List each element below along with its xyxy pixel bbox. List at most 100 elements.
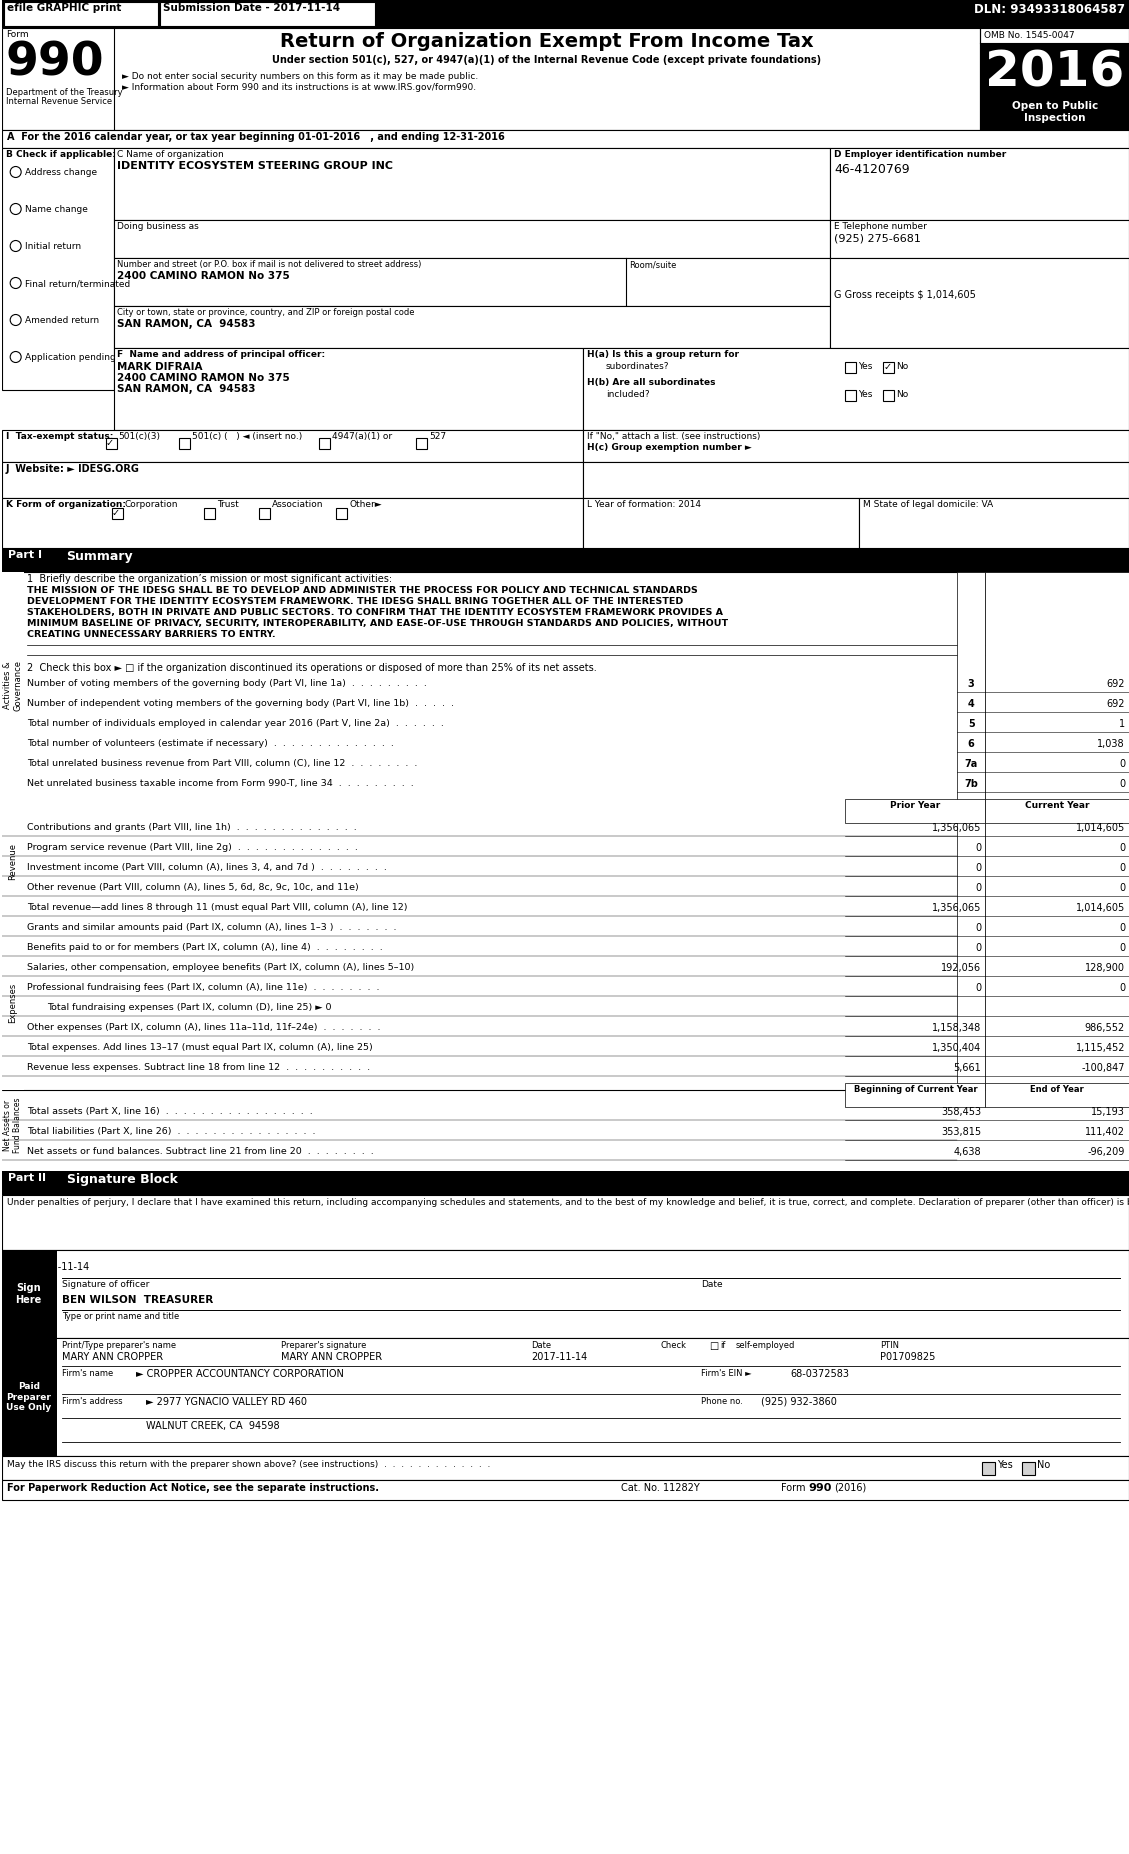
Text: Number of voting members of the governing body (Part VI, line 1a)  .  .  .  .  .: Number of voting members of the governin…	[27, 679, 427, 688]
Text: THE MISSION OF THE IDESG SHALL BE TO DEVELOP AND ADMINISTER THE PROCESS FOR POLI: THE MISSION OF THE IDESG SHALL BE TO DEV…	[27, 586, 698, 595]
Text: 1,356,065: 1,356,065	[931, 903, 981, 912]
Text: 692: 692	[1106, 699, 1124, 708]
Bar	[583, 430, 1129, 462]
Bar	[204, 508, 216, 519]
Bar	[986, 799, 1129, 823]
Text: Preparer's signature: Preparer's signature	[281, 1340, 367, 1350]
Bar	[180, 438, 191, 449]
Text: 5: 5	[968, 719, 974, 729]
Text: Prior Year: Prior Year	[890, 801, 940, 810]
Text: Type or print name and title: Type or print name and title	[62, 1313, 178, 1322]
Text: Room/suite: Room/suite	[629, 260, 676, 269]
Text: 501(c) (   ) ◄ (insert no.): 501(c) ( ) ◄ (insert no.)	[192, 432, 303, 441]
Text: 0: 0	[1119, 983, 1124, 994]
Bar	[846, 1083, 986, 1107]
Text: 2017-11-14: 2017-11-14	[34, 1263, 89, 1272]
Text: Benefits paid to or for members (Part IX, column (A), line 4)  .  .  .  .  .  . : Benefits paid to or for members (Part IX…	[27, 944, 383, 951]
Bar	[2, 573, 1129, 1090]
Text: 3: 3	[968, 679, 974, 690]
Text: P01709825: P01709825	[881, 1352, 936, 1363]
Text: I  Tax-exempt status:: I Tax-exempt status:	[6, 432, 113, 441]
Bar	[583, 462, 1129, 499]
Bar	[986, 573, 1129, 1090]
Text: Firm's address: Firm's address	[62, 1398, 122, 1405]
Bar	[160, 2, 375, 26]
Bar	[260, 508, 270, 519]
Text: G Gross receipts $ 1,014,605: G Gross receipts $ 1,014,605	[834, 289, 977, 300]
Text: 0: 0	[975, 923, 981, 933]
Bar	[831, 258, 1129, 349]
Text: No: No	[1038, 1459, 1050, 1470]
Text: 0: 0	[1119, 844, 1124, 853]
Text: 1,356,065: 1,356,065	[931, 823, 981, 832]
Text: 0: 0	[975, 983, 981, 994]
Bar	[583, 499, 859, 549]
Bar	[105, 438, 116, 449]
Text: Under section 501(c), 527, or 4947(a)(1) of the Internal Revenue Code (except pr: Under section 501(c), 527, or 4947(a)(1)…	[272, 56, 822, 65]
Text: DEVELOPMENT FOR THE IDENTITY ECOSYSTEM FRAMEWORK. THE IDESG SHALL BRING TOGETHER: DEVELOPMENT FOR THE IDENTITY ECOSYSTEM F…	[27, 597, 683, 606]
Text: 68-0372583: 68-0372583	[790, 1368, 849, 1379]
Text: 1,014,605: 1,014,605	[1076, 823, 1124, 832]
Circle shape	[10, 315, 21, 326]
Text: 1,158,348: 1,158,348	[931, 1023, 981, 1033]
Text: ✓: ✓	[112, 508, 120, 517]
Bar	[417, 438, 427, 449]
Text: 990: 990	[6, 41, 104, 85]
Bar	[2, 1455, 1129, 1479]
Bar	[2, 1479, 1129, 1500]
Text: Net assets or fund balances. Subtract line 21 from line 20  .  .  .  .  .  .  . : Net assets or fund balances. Subtract li…	[27, 1148, 374, 1157]
Text: Current Year: Current Year	[1025, 801, 1089, 810]
Circle shape	[10, 167, 21, 178]
Text: ► Do not enter social security numbers on this form as it may be made public.: ► Do not enter social security numbers o…	[122, 72, 478, 82]
Text: H(c) Group exemption number ►: H(c) Group exemption number ►	[587, 443, 752, 452]
Text: D Employer identification number: D Employer identification number	[834, 150, 1007, 159]
Text: Yes: Yes	[997, 1459, 1013, 1470]
Text: Trust: Trust	[218, 501, 239, 510]
Text: Total number of individuals employed in calendar year 2016 (Part V, line 2a)  . : Total number of individuals employed in …	[27, 719, 444, 729]
Bar	[2, 499, 583, 549]
Circle shape	[10, 278, 21, 289]
Bar	[831, 148, 1129, 221]
Bar	[114, 258, 831, 306]
Bar	[320, 438, 330, 449]
Text: Doing business as: Doing business as	[116, 222, 199, 232]
Bar	[2, 549, 1129, 573]
Text: F  Name and address of principal officer:: F Name and address of principal officer:	[116, 350, 325, 360]
Text: 1  Briefly describe the organization’s mission or most significant activities:: 1 Briefly describe the organization’s mi…	[27, 575, 392, 584]
Circle shape	[10, 241, 21, 252]
Text: 0: 0	[1119, 944, 1124, 953]
Text: 4: 4	[968, 699, 974, 708]
Bar	[846, 389, 857, 400]
Text: Number and street (or P.O. box if mail is not delivered to street address): Number and street (or P.O. box if mail i…	[116, 260, 421, 269]
Bar	[982, 1463, 995, 1476]
Text: A  For the 2016 calendar year, or tax year beginning 01-01-2016   , and ending 1: A For the 2016 calendar year, or tax yea…	[7, 132, 505, 143]
Text: Check: Check	[660, 1340, 686, 1350]
Text: 0: 0	[975, 844, 981, 853]
Text: CREATING UNNECESSARY BARRIERS TO ENTRY.: CREATING UNNECESSARY BARRIERS TO ENTRY.	[27, 630, 275, 640]
Text: 0: 0	[1119, 758, 1124, 769]
Text: Investment income (Part VIII, column (A), lines 3, 4, and 7d )  .  .  .  .  .  .: Investment income (Part VIII, column (A)…	[27, 862, 386, 871]
Text: Association: Association	[272, 501, 324, 510]
Bar	[883, 389, 894, 400]
Text: Net unrelated business taxable income from Form 990-T, line 34  .  .  .  .  .  .: Net unrelated business taxable income fr…	[27, 779, 413, 788]
Text: (925) 275-6681: (925) 275-6681	[834, 234, 921, 243]
Text: 0: 0	[1119, 779, 1124, 790]
Text: Form: Form	[780, 1483, 805, 1492]
Text: Number of independent voting members of the governing body (Part VI, line 1b)  .: Number of independent voting members of …	[27, 699, 454, 708]
Bar	[2, 148, 114, 389]
Text: Revenue less expenses. Subtract line 18 from line 12  .  .  .  .  .  .  .  .  . : Revenue less expenses. Subtract line 18 …	[27, 1062, 370, 1072]
Text: MARK DIFRAIA: MARK DIFRAIA	[116, 362, 202, 373]
Bar	[2, 462, 583, 499]
Text: Expenses: Expenses	[8, 983, 17, 1023]
Text: Summary: Summary	[67, 551, 133, 564]
Text: 358,453: 358,453	[942, 1107, 981, 1116]
Text: Address change: Address change	[25, 169, 97, 176]
Text: □: □	[709, 1340, 718, 1352]
Text: 6: 6	[968, 740, 974, 749]
Text: MARY ANN CROPPER: MARY ANN CROPPER	[281, 1352, 383, 1363]
Bar	[114, 349, 583, 430]
Text: Yes: Yes	[858, 362, 873, 371]
Text: H(a) Is this a group return for: H(a) Is this a group return for	[587, 350, 738, 360]
Text: Part I: Part I	[8, 551, 42, 560]
Bar	[112, 508, 123, 519]
